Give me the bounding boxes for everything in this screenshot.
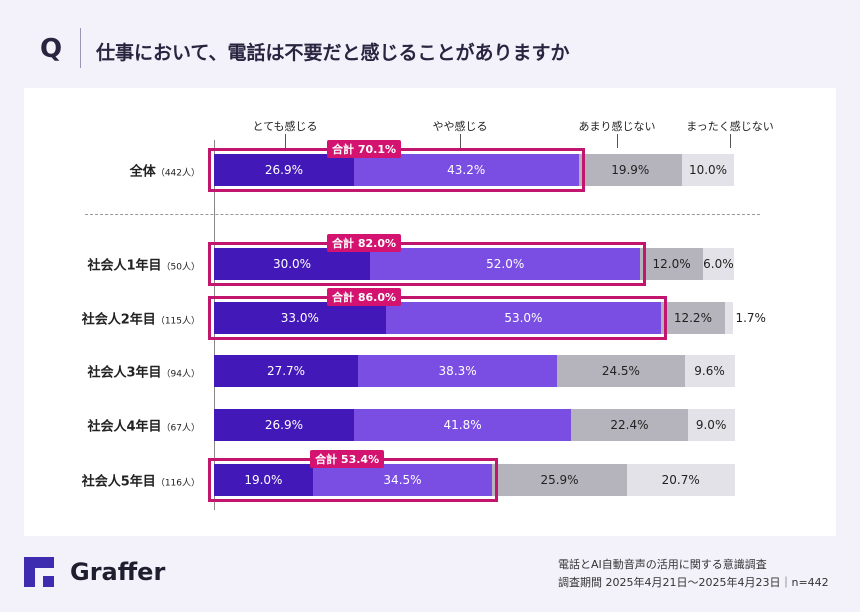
bar-segment: 30.0%	[214, 248, 370, 280]
bar-segment: 41.8%	[353, 409, 572, 441]
row-label: 社会人5年目（116人）	[82, 471, 200, 490]
bar-segment: 6.0%	[702, 248, 734, 280]
data-label: 10.0%	[688, 163, 728, 177]
data-label: 26.9%	[264, 163, 303, 177]
data-label: 19.9%	[611, 163, 650, 177]
row-count: （116人）	[155, 478, 200, 489]
bar-segment: 20.7%	[626, 464, 735, 496]
total-badge: 合計 53.4%	[310, 450, 385, 468]
legend-pointer	[460, 134, 461, 148]
data-label: 12.2%	[673, 311, 712, 325]
bar-segment: 9.6%	[684, 355, 735, 387]
bar-segment: 38.3%	[358, 355, 558, 387]
data-label: 27.7%	[266, 364, 306, 378]
data-label: 25.9%	[540, 473, 579, 487]
legend-pointer	[730, 134, 731, 148]
bar-segment: 24.5%	[557, 355, 685, 387]
data-label: 53.0%	[504, 311, 543, 325]
bar-segment: 26.9%	[214, 154, 354, 186]
data-label: 9.0%	[695, 418, 727, 432]
group-divider	[85, 214, 760, 215]
row-name: 社会人4年目	[87, 419, 162, 435]
bar-segment: 19.9%	[578, 154, 682, 186]
total-badge: 合計 82.0%	[327, 234, 401, 252]
bar-segment: 26.9%	[214, 409, 354, 441]
data-label: 30.0%	[272, 257, 312, 271]
total-badge: 合計 70.1%	[327, 140, 401, 158]
bar-segment: 53.0%	[385, 302, 662, 334]
brand-name: Graffer	[70, 558, 166, 586]
page-title: 仕事において、電話は不要だと感じることがありますか	[96, 42, 570, 64]
bar-segment: 1.7%	[724, 302, 766, 334]
row-count: （50人）	[161, 262, 200, 273]
data-label: 24.5%	[601, 364, 640, 378]
legend-label: あまり感じない	[578, 120, 656, 133]
total-badge: 合計 86.0%	[327, 288, 401, 306]
bar-segment: 19.0%	[214, 464, 313, 496]
row-name: 社会人1年目	[87, 258, 162, 274]
data-label: 22.4%	[610, 418, 649, 432]
row-count: （442人）	[155, 168, 200, 179]
legend-label: やや感じる	[432, 120, 488, 133]
total-highlight-box	[208, 296, 668, 340]
row-label: 全体（442人）	[130, 161, 200, 180]
q-label: Q	[40, 34, 63, 64]
data-label: 12.0%	[652, 257, 691, 271]
data-label: 6.0%	[703, 257, 734, 271]
data-label: 38.3%	[438, 364, 477, 378]
row-count: （115人）	[155, 316, 200, 327]
bar-segment: 9.0%	[687, 409, 735, 441]
survey-period: 調査期間 2025年4月21日〜2025年4月23日｜n=442	[558, 576, 829, 589]
data-label: 43.2%	[447, 163, 486, 177]
row-name: 全体	[129, 164, 156, 180]
bar-segment: 34.5%	[312, 464, 493, 496]
data-label: 1.7%	[735, 311, 766, 325]
bar-segment: 12.2%	[661, 302, 725, 334]
row-label: 社会人1年目（50人）	[88, 255, 201, 274]
graffer-logo-icon	[24, 557, 54, 587]
legend-label: とても感じる	[252, 120, 318, 133]
total-highlight-box	[208, 242, 647, 286]
data-label: 26.9%	[264, 418, 303, 432]
legend-pointer	[285, 134, 286, 148]
data-label: 20.7%	[661, 473, 700, 487]
data-label: 33.0%	[280, 311, 319, 325]
row-name: 社会人3年目	[87, 365, 162, 381]
data-label: 34.5%	[383, 473, 422, 487]
bar-segment: 12.0%	[640, 248, 703, 280]
bar-segment: 52.0%	[370, 248, 641, 280]
bar-segment: 22.4%	[571, 409, 688, 441]
title-divider	[80, 28, 81, 68]
row-name: 社会人5年目	[81, 474, 156, 490]
legend-label: まったく感じない	[686, 120, 774, 133]
row-count: （67人）	[161, 423, 200, 434]
survey-name: 電話とAI自動音声の活用に関する意識調査	[558, 558, 767, 571]
bar-segment: 43.2%	[353, 154, 579, 186]
bar-segment: 27.7%	[214, 355, 359, 387]
row-name: 社会人2年目	[81, 312, 156, 328]
data-label: 19.0%	[244, 473, 283, 487]
data-label: 9.6%	[694, 364, 725, 378]
row-count: （94人）	[161, 369, 200, 380]
row-label: 社会人3年目（94人）	[88, 362, 201, 381]
data-label: 41.8%	[443, 418, 482, 432]
bar-segment: 33.0%	[214, 302, 386, 334]
row-label: 社会人2年目（115人）	[82, 309, 200, 328]
legend-pointer	[617, 134, 618, 148]
bar-segment: 25.9%	[492, 464, 627, 496]
row-label: 社会人4年目（67人）	[88, 416, 201, 435]
bar-segment: 10.0%	[682, 154, 734, 186]
data-label: 52.0%	[486, 257, 525, 271]
